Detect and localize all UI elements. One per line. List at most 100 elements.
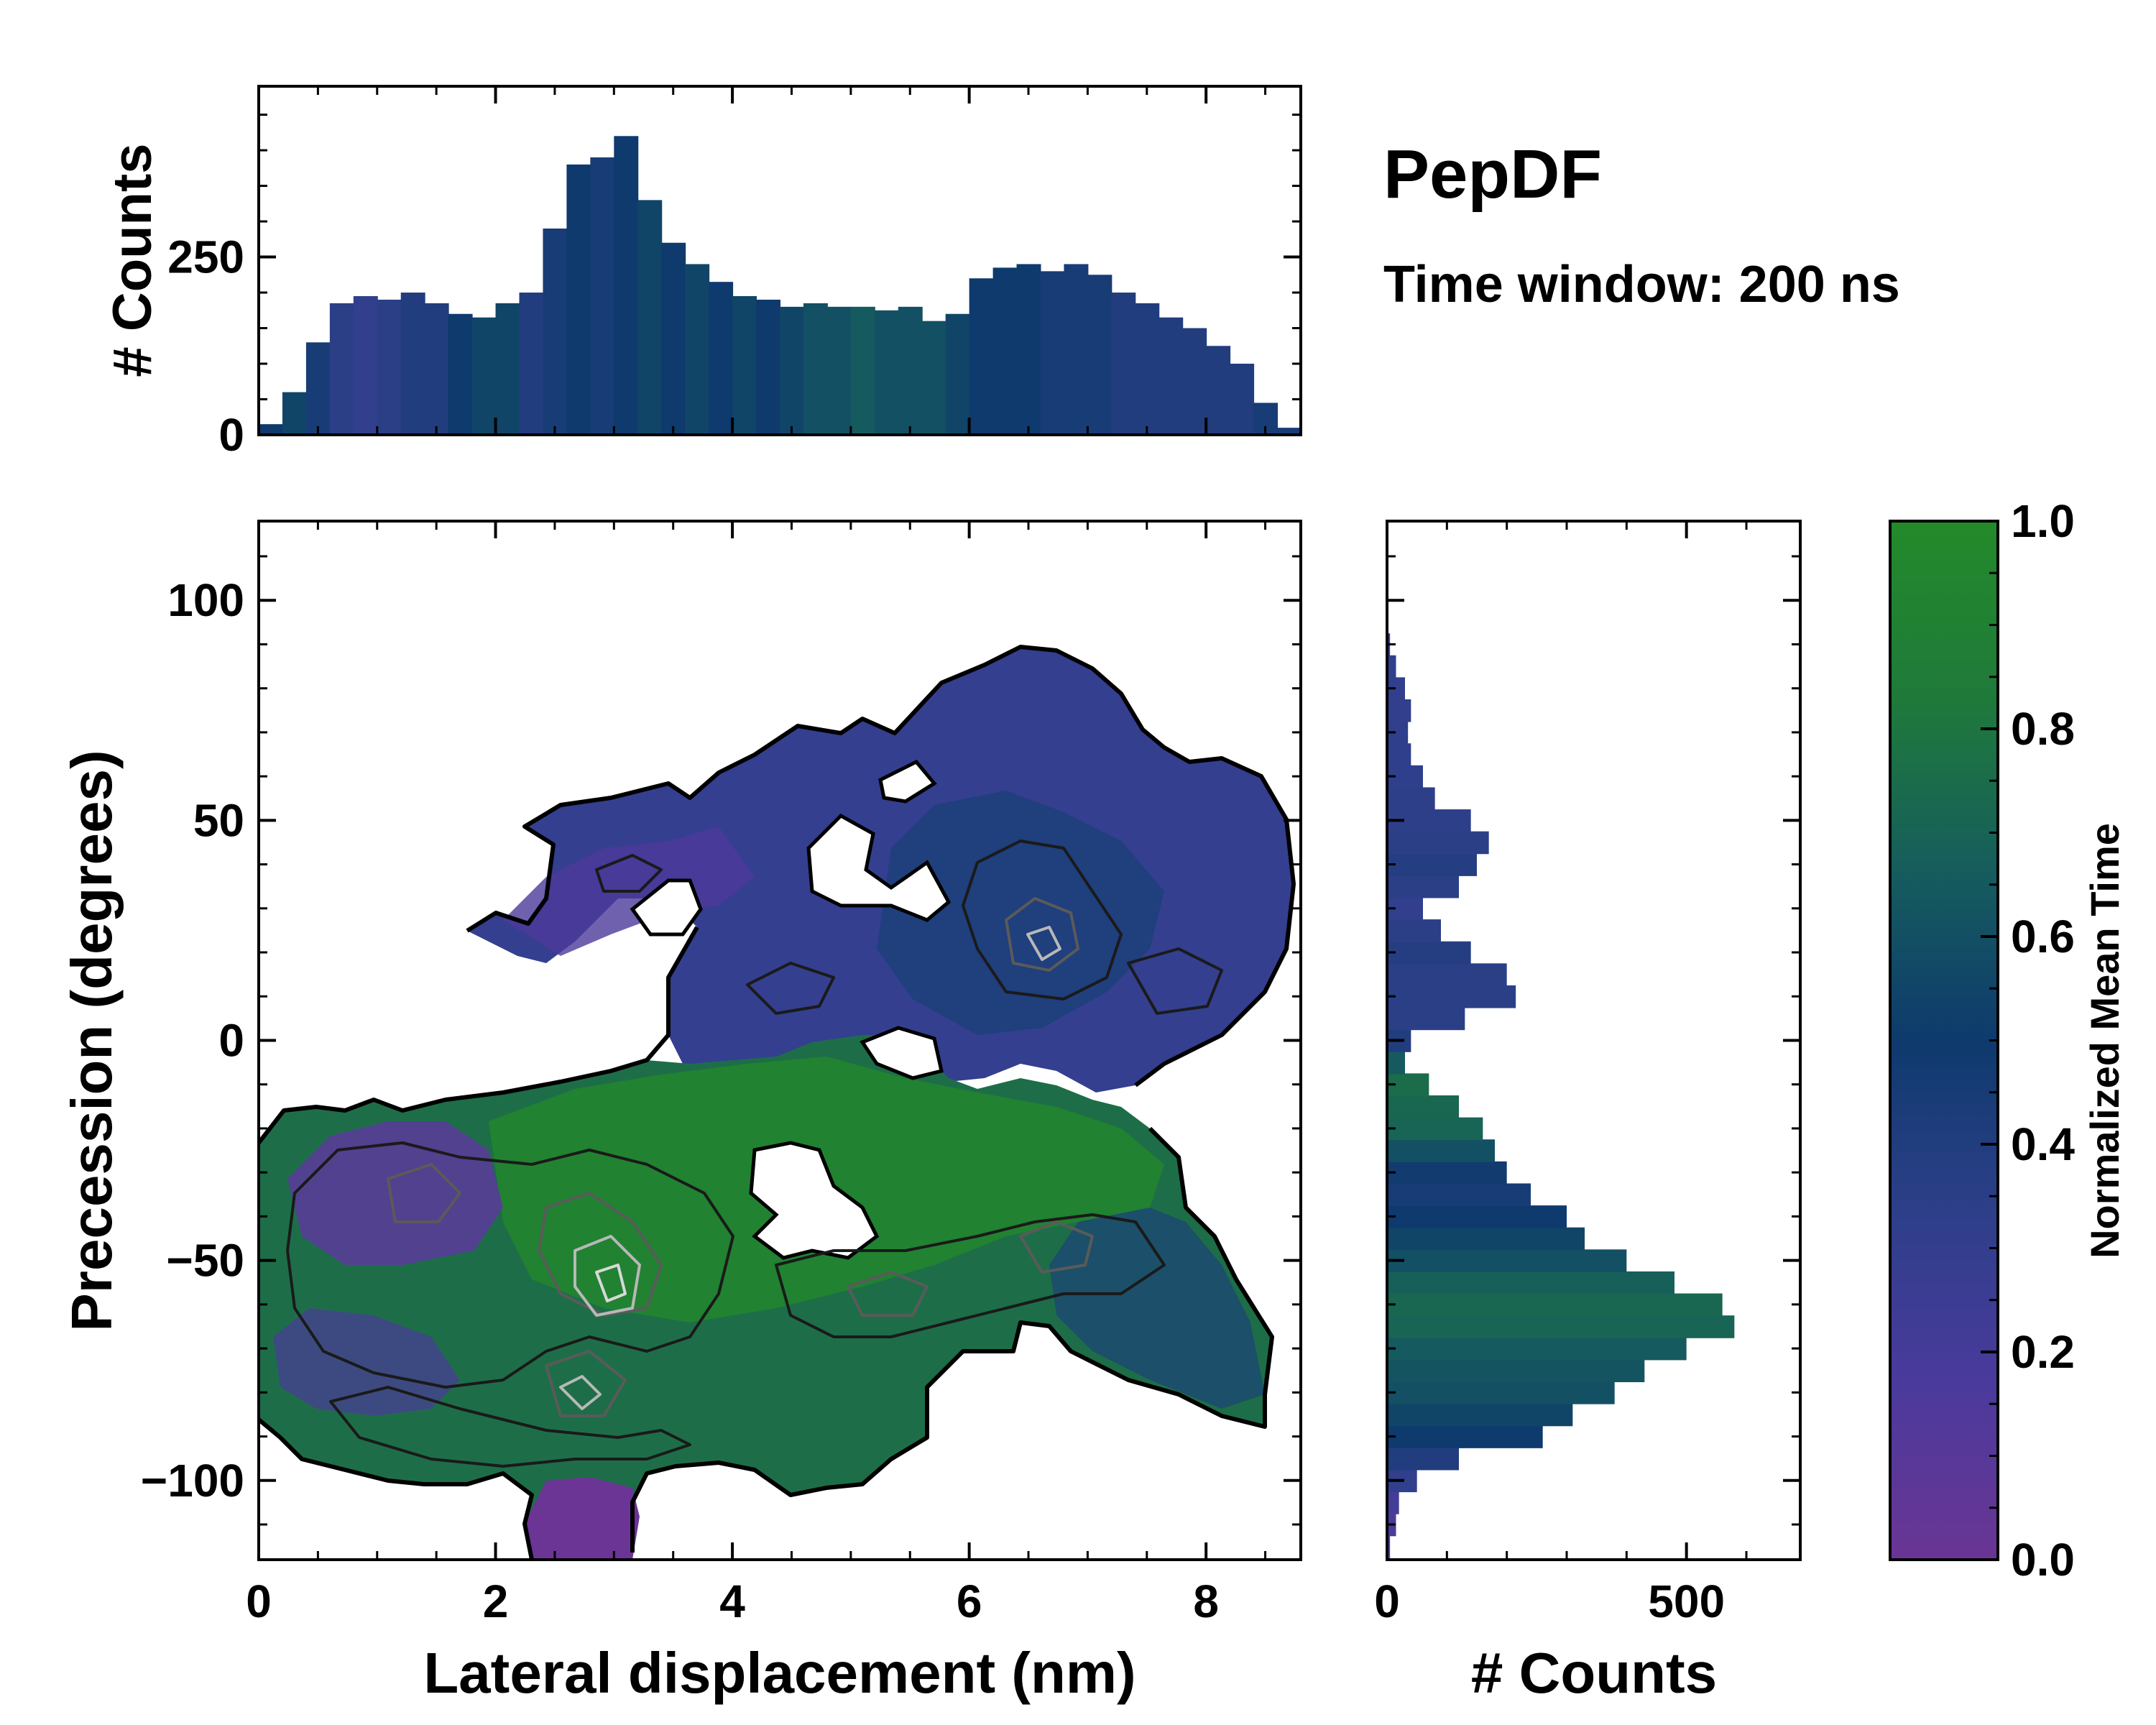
main-ytick-label: 50 <box>193 794 244 846</box>
top-histogram-bars <box>259 136 1301 435</box>
top-histogram-bar <box>259 424 283 435</box>
right-histogram-bar <box>1387 1403 1573 1427</box>
contour-grey-5 <box>847 1271 929 1317</box>
right-histogram-bars <box>1387 633 1735 1558</box>
right-histogram-bar <box>1387 875 1459 898</box>
top-histogram: 0 250 # Counts <box>102 85 1302 461</box>
heatmap-outline-upper <box>466 645 1296 1087</box>
main-xtick-label: 0 <box>246 1576 272 1627</box>
contour-grey-3 <box>1005 897 1079 972</box>
main-heatmap-xticks: 0 2 4 6 8 <box>246 521 1267 1627</box>
top-histogram-bar <box>945 313 970 435</box>
right-histogram-bar <box>1387 985 1516 1008</box>
contour-dark-7 <box>595 854 663 893</box>
colorbar-gradient <box>1889 520 1999 1561</box>
top-ytick-label: 250 <box>167 231 244 283</box>
main-heatmap-xlabel: Lateral displacement (nm) <box>423 1641 1135 1705</box>
right-histogram-bar <box>1387 787 1435 811</box>
top-histogram-bar <box>826 306 852 435</box>
heatmap-region-bottom-tail <box>525 1477 640 1560</box>
colorbar-tick-label: 0.6 <box>2011 911 2075 962</box>
heatmap-hole-upper-center <box>806 813 952 922</box>
heatmap-region-purple-core <box>287 1121 503 1265</box>
top-histogram-frame <box>257 85 1302 436</box>
top-histogram-bar <box>614 136 639 435</box>
top-histogram-bar <box>305 342 331 435</box>
top-histogram-bar <box>1064 264 1089 435</box>
top-histogram-bar <box>1016 264 1041 435</box>
top-histogram-bar <box>329 303 354 435</box>
main-ytick-label: 100 <box>167 574 244 626</box>
top-histogram-bar <box>353 295 378 435</box>
top-histogram-bar <box>424 303 449 435</box>
right-histogram-bar <box>1387 1139 1495 1162</box>
heatmap-region-right-lower-blue <box>1049 1208 1265 1409</box>
right-histogram-bar <box>1387 1381 1615 1404</box>
contour-grey-4 <box>1019 1220 1094 1274</box>
top-histogram-yticks: 0 250 <box>167 114 1301 461</box>
right-histogram-bar <box>1387 1315 1735 1338</box>
top-histogram-ylabel: # Counts <box>102 143 163 377</box>
right-histogram-bar <box>1387 1425 1543 1448</box>
top-histogram-bar <box>637 200 663 435</box>
right-histogram-bar <box>1387 1051 1405 1075</box>
contour-light-2 <box>595 1264 627 1302</box>
right-histogram-bar <box>1387 1359 1645 1383</box>
top-histogram-bar <box>282 392 307 435</box>
main-xtick-label: 2 <box>483 1576 509 1627</box>
top-histogram-bar <box>377 299 402 435</box>
colorbar-tick-label: 0.0 <box>2011 1534 2075 1586</box>
top-histogram-bar <box>732 295 757 435</box>
right-histogram-bar <box>1387 743 1411 766</box>
contour-grey-6 <box>545 1350 627 1417</box>
heatmap-outline-lower <box>259 926 1274 1560</box>
right-histogram-bar <box>1387 1227 1585 1251</box>
right-histogram-bar <box>1387 1491 1399 1514</box>
figure-subtitle: Time window: 200 ns <box>1383 256 1900 313</box>
right-histogram-bar <box>1387 1337 1687 1361</box>
top-histogram-bar <box>1230 364 1255 435</box>
main-heatmap-ylabel: Precession (degrees) <box>60 750 124 1331</box>
right-xtick-label: 0 <box>1374 1576 1400 1627</box>
top-histogram-bar <box>1277 428 1301 435</box>
main-xtick-label: 8 <box>1193 1576 1219 1627</box>
top-histogram-bar <box>992 267 1018 435</box>
right-histogram-bar <box>1387 963 1507 986</box>
main-heatmap-yticks: −100 −50 0 50 100 <box>141 555 1301 1526</box>
contour-grey-1 <box>538 1192 663 1317</box>
right-histogram-bar <box>1387 919 1441 942</box>
heatmap-hole-upper-right <box>878 759 937 804</box>
contour-dark-5 <box>746 962 835 1015</box>
top-histogram-bar <box>1135 303 1160 435</box>
top-histogram-bar <box>780 306 804 435</box>
heatmap-hole-middle <box>860 1026 944 1080</box>
top-histogram-bar <box>1182 328 1207 435</box>
right-histogram: 0 500 # Counts <box>1374 520 1802 1705</box>
top-histogram-bar <box>471 317 497 435</box>
top-histogram-bar <box>400 293 425 435</box>
main-heatmap: 0 2 4 6 8 −100 −50 0 50 100 Lateral displacement… <box>60 520 1302 1705</box>
heatmap-regions <box>259 645 1296 1560</box>
heatmap-hole-lower <box>749 1141 880 1260</box>
colorbar-label: Normalized Mean Time <box>2082 823 2127 1259</box>
colorbar: 0.0 0.2 0.4 0.6 0.8 1.0 Normalized Mean Time <box>1889 495 2127 1586</box>
top-histogram-bar <box>874 310 899 435</box>
right-histogram-bar <box>1387 1205 1567 1228</box>
right-histogram-bar <box>1387 1535 1391 1558</box>
contour-dark-4 <box>962 840 1123 1000</box>
right-histogram-bar <box>1387 1095 1459 1118</box>
top-histogram-bar <box>1206 346 1231 435</box>
contour-dark-3 <box>775 1213 1166 1338</box>
right-histogram-bar <box>1387 699 1411 722</box>
top-histogram-bar <box>1158 317 1184 435</box>
right-histogram-bar <box>1387 1183 1531 1207</box>
colorbar-tick-label: 0.2 <box>2011 1326 2075 1378</box>
top-histogram-bar <box>898 306 923 435</box>
main-ytick-label: −50 <box>166 1235 244 1287</box>
right-histogram-bar <box>1387 1161 1507 1184</box>
right-histogram-bar <box>1387 853 1477 876</box>
top-histogram-bar <box>519 293 544 435</box>
right-xtick-label: 500 <box>1648 1576 1725 1627</box>
top-histogram-bar <box>566 164 591 435</box>
